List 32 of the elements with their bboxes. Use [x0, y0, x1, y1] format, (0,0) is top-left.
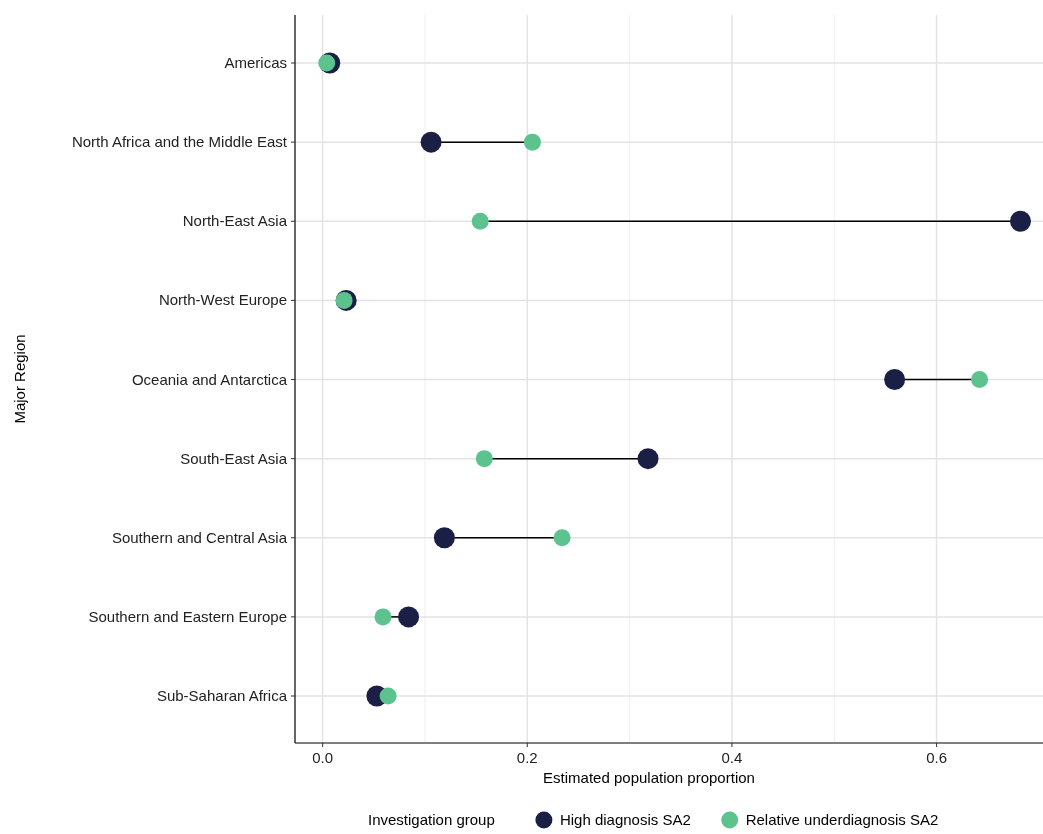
point — [379, 687, 397, 705]
point — [637, 448, 659, 470]
point — [398, 606, 420, 628]
x-tick-label: 0.2 — [516, 749, 538, 766]
point — [523, 133, 541, 151]
x-axis-title: Estimated population proportion — [543, 769, 755, 786]
legend-label: Relative underdiagnosis SA2 — [745, 811, 939, 828]
point — [971, 371, 989, 388]
y-tick-label: North-East Asia — [182, 212, 288, 230]
point — [884, 369, 906, 390]
y-axis-title: Major Region — [11, 334, 28, 424]
y-tick-label: South-East Asia — [180, 449, 288, 467]
x-tick-label: 0.6 — [926, 749, 948, 766]
y-tick-label: North-West Europe — [158, 291, 287, 309]
point — [471, 212, 489, 230]
point — [374, 608, 392, 626]
point — [1009, 210, 1031, 232]
y-tick-label: Americas — [224, 54, 287, 71]
y-tick-label: Oceania and Antarctica — [131, 370, 288, 388]
x-tick-label: 0.0 — [312, 749, 334, 766]
x-tick-label: 0.4 — [721, 749, 743, 766]
point — [553, 529, 571, 547]
point — [420, 131, 442, 153]
point — [475, 450, 493, 468]
legend-label: High diagnosis SA2 — [559, 811, 691, 828]
point — [318, 54, 336, 72]
point — [433, 527, 455, 549]
legend-title: Investigation group — [368, 811, 495, 828]
y-tick-label: Sub-Saharan Africa — [156, 687, 288, 704]
y-tick-label: Southern and Central Asia — [111, 528, 288, 546]
y-tick-label: North Africa and the Middle East — [71, 133, 288, 151]
y-tick-label: Southern and Eastern Europe — [88, 607, 287, 625]
